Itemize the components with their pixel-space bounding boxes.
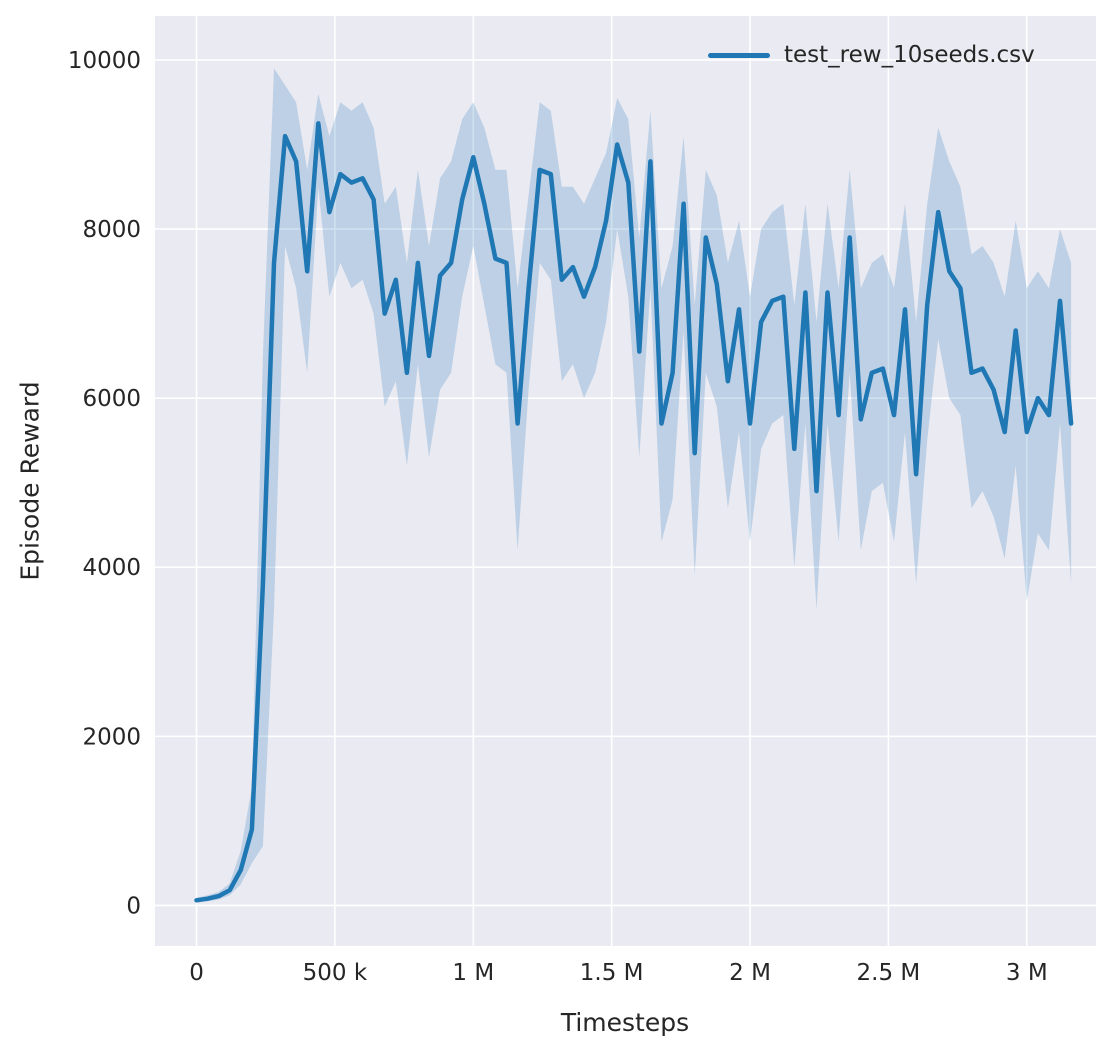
svg-text:10000: 10000 <box>68 48 141 74</box>
legend-line-sample <box>708 52 770 58</box>
svg-text:3 M: 3 M <box>1006 960 1048 986</box>
y-axis-label: Episode Reward <box>15 381 45 581</box>
y-tick-labels: 0 2000 4000 6000 8000 10000 <box>68 48 141 919</box>
x-tick-labels: 0 500 k 1 M 1.5 M 2 M 2.5 M 3 M <box>189 960 1048 986</box>
svg-text:8000: 8000 <box>82 217 141 243</box>
svg-text:0: 0 <box>189 960 204 986</box>
svg-text:6000: 6000 <box>82 386 141 412</box>
svg-text:2.5 M: 2.5 M <box>857 960 921 986</box>
svg-text:4000: 4000 <box>82 555 141 581</box>
legend-label: test_rew_10seeds.csv <box>784 42 1035 68</box>
svg-text:1.5 M: 1.5 M <box>580 960 644 986</box>
x-axis-label: Timesteps <box>560 1008 690 1037</box>
svg-text:2 M: 2 M <box>729 960 771 986</box>
legend: test_rew_10seeds.csv <box>708 42 1035 68</box>
svg-text:2000: 2000 <box>82 724 141 750</box>
grid <box>155 16 1096 946</box>
svg-text:1 M: 1 M <box>452 960 494 986</box>
mean-line <box>194 121 1074 903</box>
svg-text:0: 0 <box>126 893 141 919</box>
svg-text:500 k: 500 k <box>303 960 368 986</box>
